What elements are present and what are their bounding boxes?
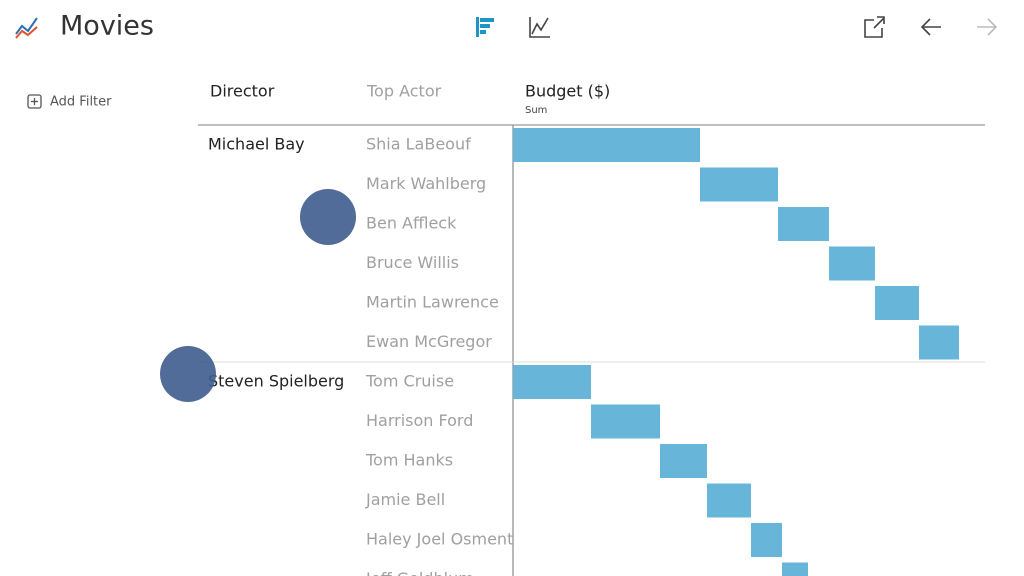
budget-bar[interactable] [782,562,808,576]
director-label[interactable]: Michael Bay [208,135,305,154]
share-button[interactable] [864,16,885,38]
actor-label[interactable]: Tom Cruise [365,372,454,391]
budget-bar[interactable] [660,444,707,478]
add-filter-label: Add Filter [50,95,112,110]
bar-view-button[interactable] [476,17,494,37]
line-view-button[interactable] [529,17,550,38]
actor-label[interactable]: Martin Lawrence [366,293,499,312]
budget-bar[interactable] [707,483,751,518]
actor-label[interactable]: Mark Wahlberg [366,174,486,193]
actor-label[interactable]: Harrison Ford [366,411,473,430]
forward-button[interactable] [977,18,998,36]
budget-bar[interactable] [875,286,919,320]
actor-label[interactable]: Ben Affleck [366,214,457,233]
budget-bar[interactable] [700,167,778,202]
budget-bar[interactable] [751,523,782,557]
director-label[interactable]: Steven Spielberg [208,372,344,391]
budget-bar[interactable] [919,325,959,360]
budget-bar[interactable] [591,404,660,439]
touch-indicator [300,189,356,245]
actor-label[interactable]: Jeff Goldblum [365,569,474,576]
column-header[interactable]: Top Actor [366,82,442,101]
column-header[interactable]: Budget ($) [525,82,610,101]
app-icon[interactable] [15,17,38,39]
column-header[interactable]: Director [210,82,275,101]
budget-bar[interactable] [778,207,829,241]
column-subtitle: Sum [525,105,547,116]
actor-label[interactable]: Bruce Willis [366,253,459,272]
app-title: Movies [60,11,154,42]
budget-bar[interactable] [829,246,875,281]
actor-label[interactable]: Tom Hanks [365,451,453,470]
add-filter-button[interactable]: Add Filter [27,94,112,110]
budget-bar[interactable] [513,365,591,399]
actor-label[interactable]: Shia LaBeouf [366,135,471,154]
touch-indicator [160,346,216,402]
back-button[interactable] [920,18,941,36]
budget-bar[interactable] [513,128,700,162]
table-body: Michael Bay Shia LaBeouf Mark Wahlberg Ben … [198,128,985,576]
actor-label[interactable]: Ewan McGregor [366,332,492,351]
actor-label[interactable]: Jamie Bell [365,490,445,509]
actor-label[interactable]: Haley Joel Osment [366,530,513,549]
